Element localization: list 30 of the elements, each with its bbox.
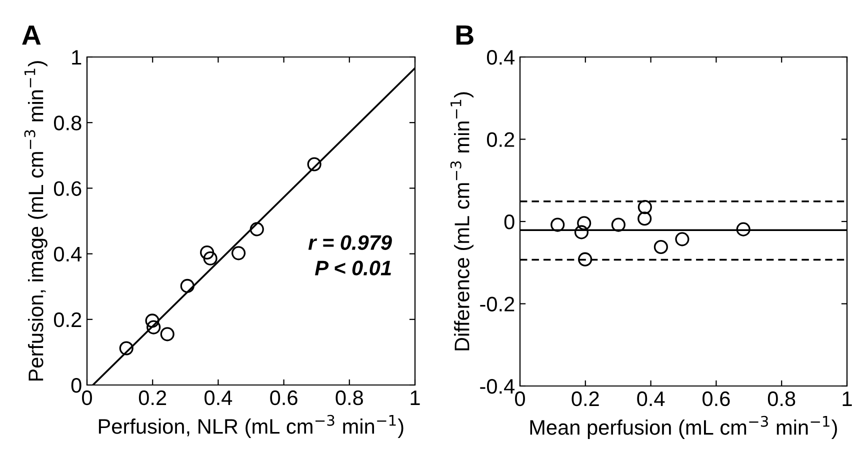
annotation: r = 0.979 P < 0.01 [308, 235, 392, 276]
x-tick-label: 0.8 [768, 391, 796, 406]
y-tick-label: -0.2 [480, 296, 514, 312]
y-tick-label: 0.6 [54, 181, 82, 196]
x-tick-label: 0.6 [702, 391, 730, 406]
text: B [456, 26, 474, 45]
x-tick-label: 1 [842, 392, 852, 406]
y-tick-label: 0.2 [486, 132, 514, 148]
x-tick-label: 0 [82, 390, 92, 406]
y-tick-label: 0.8 [54, 116, 82, 130]
x-axis-title: Mean perfusion (mL cm$^{−3}$ min$^{−1}$) [530, 416, 837, 439]
text: A [22, 26, 41, 45]
x-tick-label: 0.6 [270, 390, 298, 406]
y-axis-title: Difference (mL cm$^{−3}$ min$^{−1}$) [450, 92, 474, 350]
y-tick-label: 0.4 [54, 246, 82, 262]
x-tick-label: 0.8 [336, 390, 363, 406]
x-tick-label: 0 [515, 391, 525, 406]
x-tick-label: 0.2 [572, 391, 599, 406]
y-tick-label: -0.4 [480, 379, 515, 394]
y-tick-label: 0 [504, 214, 514, 230]
y-tick-label: 0.2 [54, 312, 82, 328]
x-tick-label: 0.2 [138, 390, 166, 406]
y-tick-label: 1 [72, 50, 82, 65]
x-axis-title: Perfusion, NLR (mL cm$^{−3}$ min$^{−1}$) [98, 414, 404, 438]
y-tick-label: 0.4 [486, 50, 515, 65]
x-tick-label: 0.4 [204, 390, 232, 406]
x-tick-label: 1 [410, 390, 420, 405]
y-axis-title: Perfusion, image (mL cm$^{−3}$ min$^{−1}$) [24, 61, 48, 381]
x-tick-label: 0.4 [637, 391, 665, 406]
y-tick-label: 0 [71, 378, 82, 393]
